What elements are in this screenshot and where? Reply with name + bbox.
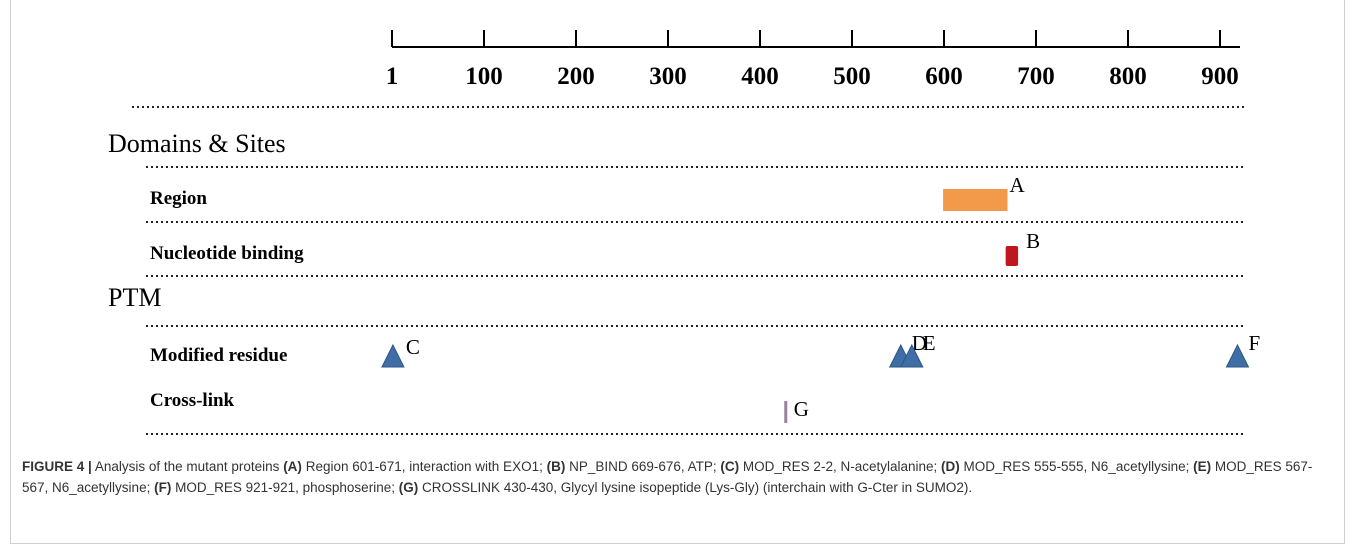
caption-intro: Analysis of the mutant proteins bbox=[94, 459, 280, 474]
section-title-ptm: PTM bbox=[108, 283, 161, 312]
caption-item-tag: (C) bbox=[720, 459, 740, 474]
caption-item-tag: (B) bbox=[546, 459, 566, 474]
ruler-tick-label: 800 bbox=[1109, 63, 1147, 90]
caption-item-text: MOD_RES 555-555, N6_acetyllysine; bbox=[959, 459, 1194, 474]
track-label-nucleotide-binding: Nucleotide binding bbox=[150, 243, 304, 264]
feature-binding-rect bbox=[1005, 246, 1019, 266]
feature-modified-residue-triangle bbox=[1225, 343, 1250, 368]
caption-item-tag: (G) bbox=[398, 480, 419, 495]
track-label-modified-residue: Modified residue bbox=[150, 345, 287, 366]
feature-letter-label: F bbox=[1248, 331, 1260, 355]
caption-item-tag: (E) bbox=[1193, 459, 1212, 474]
ruler-ticks: 1 100 200 300 400 500 600 700 800 900 bbox=[386, 30, 1239, 90]
caption-item-text: MOD_RES 2-2, N-acetylalanine; bbox=[739, 459, 941, 474]
feature-crosslink-line bbox=[784, 401, 788, 423]
ruler-tick-label: 1 bbox=[386, 63, 399, 90]
section-title-domains: Domains & Sites bbox=[108, 129, 286, 158]
caption-item-tag: (D) bbox=[941, 459, 960, 474]
feature-letter-label: C bbox=[406, 335, 420, 359]
caption-item-tag: (A) bbox=[283, 459, 302, 474]
ruler-tick-label: 700 bbox=[1017, 63, 1055, 90]
caption-item-tag: (F) bbox=[154, 480, 172, 495]
dotted-separators bbox=[132, 106, 1244, 435]
ruler-tick-label: 500 bbox=[833, 63, 871, 90]
ruler-tick-label: 300 bbox=[649, 63, 687, 90]
feature-letter-label: G bbox=[794, 397, 809, 421]
figure-caption: FIGURE 4 | Analysis of the mutant protei… bbox=[22, 456, 1322, 498]
feature-letter-label: B bbox=[1026, 229, 1040, 253]
ruler-tick-label: 600 bbox=[925, 63, 963, 90]
feature-markers: A B C DE F G bbox=[381, 173, 1260, 423]
feature-letter-label: E bbox=[923, 331, 936, 355]
track-label-cross-link: Cross-link bbox=[150, 390, 235, 411]
caption-item-text: NP_BIND 669-676, ATP; bbox=[565, 459, 721, 474]
caption-item-text: Region 601-671, interaction with EXO1; bbox=[301, 459, 547, 474]
feature-letter-label: D bbox=[912, 331, 927, 355]
caption-figure-label: FIGURE 4 | bbox=[22, 459, 92, 474]
caption-items: (A) Region 601-671, interaction with EXO… bbox=[22, 459, 1312, 495]
feature-region-bar bbox=[943, 189, 1008, 211]
protein-feature-diagram: 1 100 200 300 400 500 600 700 800 900 Domains & S… bbox=[108, 30, 1260, 435]
figure-frame bbox=[10, 0, 1345, 544]
position-ruler: 1 100 200 300 400 500 600 700 800 900 bbox=[386, 30, 1240, 90]
feature-letter-label: A bbox=[1009, 173, 1025, 197]
feature-modified-residue-triangle bbox=[899, 343, 924, 368]
track-label-region: Region bbox=[150, 188, 207, 209]
caption-item-text: CROSSLINK 430-430, Glycyl lysine isopept… bbox=[418, 480, 973, 495]
feature-modified-residue-triangle bbox=[381, 343, 405, 368]
caption-item-text: MOD_RES 567-567, N6_acetyllysine; bbox=[22, 459, 1313, 495]
ruler-tick-label: 400 bbox=[741, 63, 779, 90]
caption-item-text: MOD_RES 921-921, phosphoserine; bbox=[171, 480, 399, 495]
ruler-tick-label: 100 bbox=[465, 63, 503, 90]
ruler-tick-label: 900 bbox=[1201, 63, 1239, 90]
ruler-tick-label: 200 bbox=[557, 63, 595, 90]
